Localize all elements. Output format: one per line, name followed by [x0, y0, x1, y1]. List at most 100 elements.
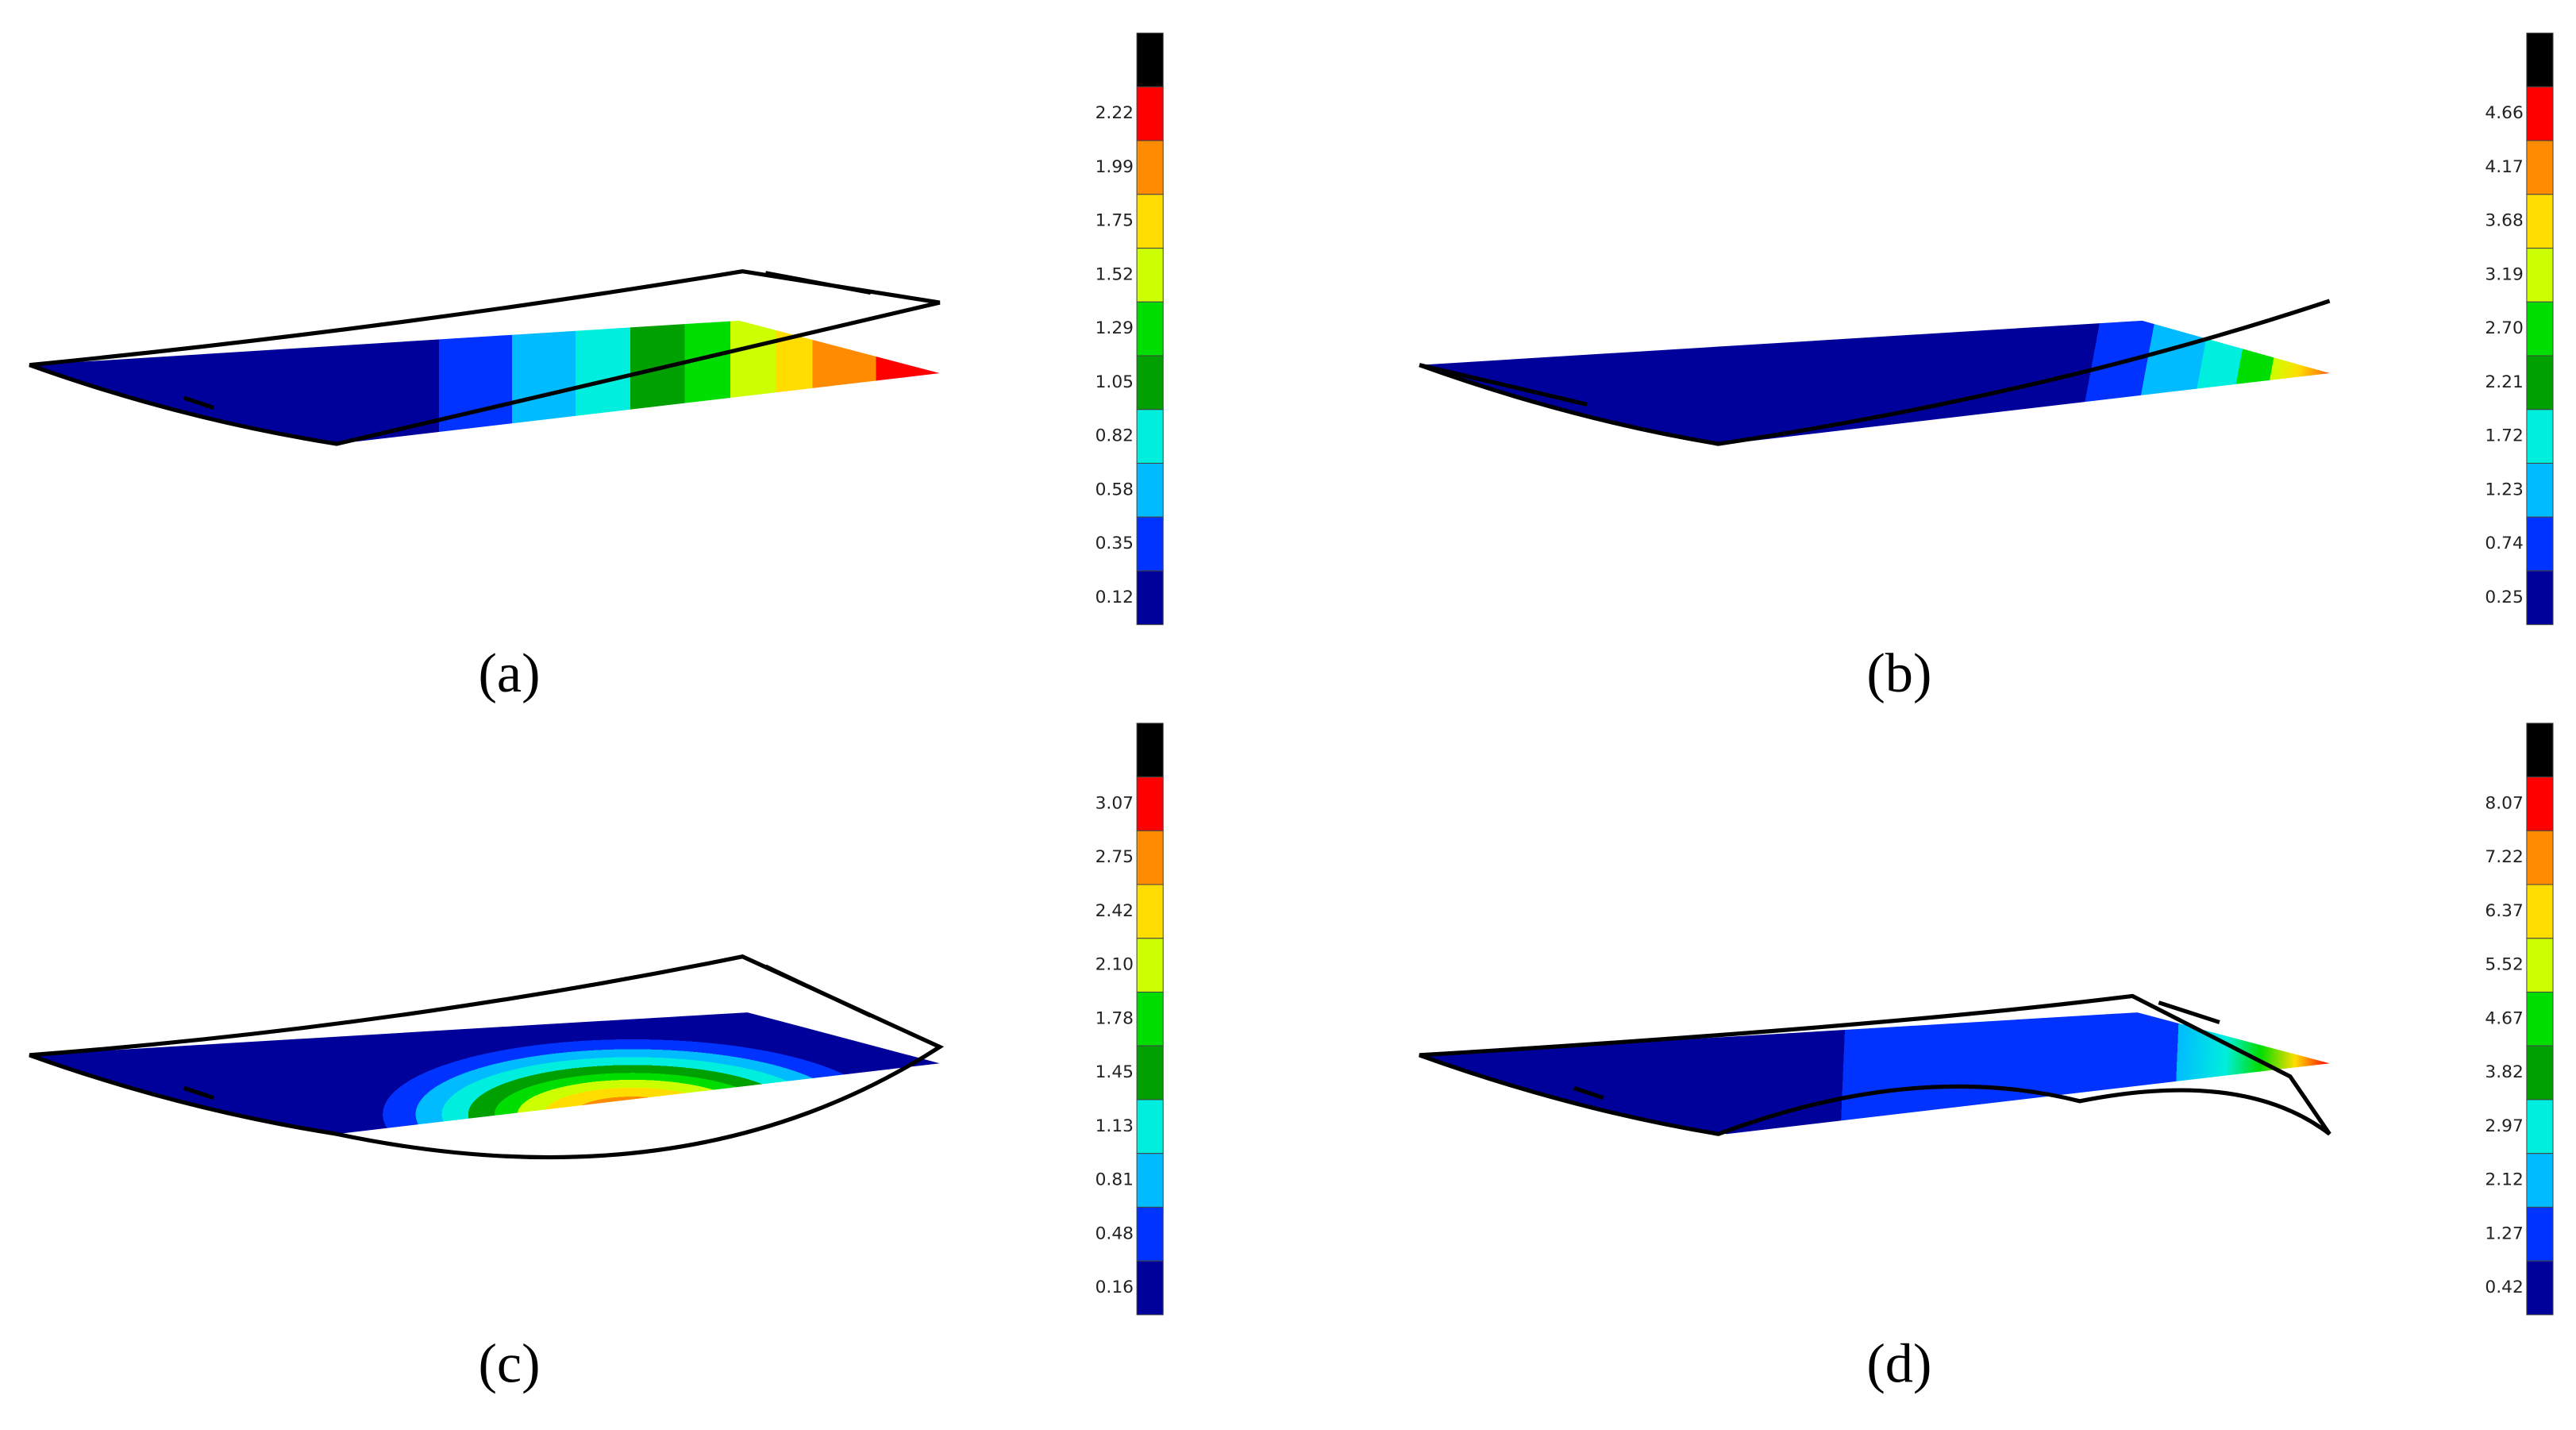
- colorbar-cell: [1136, 830, 1164, 885]
- undeformed-outline: [1419, 993, 2331, 1136]
- colorbar-cell: [2526, 1045, 2554, 1100]
- colorbar-label: 2.70: [2485, 318, 2523, 338]
- colorbar-cell: [2526, 991, 2554, 1046]
- colorbar-label: 2.10: [1095, 955, 1134, 975]
- colorbar-cell: [1136, 33, 1164, 87]
- colorbar-label: 0.82: [1095, 426, 1134, 446]
- colorbar-label: 3.68: [2485, 211, 2523, 231]
- colorbar-label: 1.75: [1095, 211, 1134, 231]
- colorbar-cell: [2526, 1260, 2554, 1316]
- undeformed-outline: [1419, 363, 1588, 407]
- colorbar-label: 2.22: [1095, 103, 1134, 123]
- colorbar-label: 1.72: [2485, 426, 2523, 446]
- colorbar-cell: [1136, 86, 1164, 141]
- colorbar-label: 1.29: [1095, 318, 1134, 338]
- wing-b: [1419, 299, 2331, 446]
- colorbar-label: 1.45: [1095, 1062, 1134, 1082]
- colorbar-cell: [2526, 140, 2554, 195]
- colorbar-label: 0.42: [2485, 1278, 2523, 1297]
- colorbar-label: 2.21: [2485, 372, 2523, 392]
- colorbar-label: 0.16: [1095, 1278, 1134, 1297]
- colorbar-cell: [2526, 1153, 2554, 1208]
- colorbar-cell: [1136, 723, 1164, 778]
- colorbar-cell: [1136, 462, 1164, 518]
- colorbar-cell: [1136, 938, 1164, 993]
- colorbar-cell: [2526, 194, 2554, 249]
- colorbar-cell: [1136, 570, 1164, 626]
- undeformed-outline: [29, 269, 941, 446]
- colorbar-label: 4.66: [2485, 103, 2523, 123]
- colorbar-cell: [1136, 516, 1164, 572]
- colorbar-cell: [2526, 86, 2554, 141]
- deformed-surface: [29, 1012, 940, 1135]
- panel-label: (a): [479, 642, 541, 704]
- colorbar-label: 1.05: [1095, 372, 1134, 392]
- colorbar-cell: [2526, 777, 2554, 831]
- panel-label: (d): [1866, 1332, 1931, 1394]
- colorbar-cell: [1136, 1153, 1164, 1208]
- wing-a: [29, 269, 941, 446]
- colorbar-label: 1.27: [2485, 1224, 2523, 1243]
- deformed-surface: [29, 320, 940, 445]
- colorbar-label: 1.23: [2485, 480, 2523, 499]
- colorbar-label: 2.75: [1095, 847, 1134, 867]
- colorbar-label: 0.35: [1095, 534, 1134, 553]
- colorbar-cell: [1136, 1206, 1164, 1262]
- colorbar-label: 1.99: [1095, 157, 1134, 177]
- colorbar-cell: [1136, 1099, 1164, 1154]
- colorbar-cell: [2526, 409, 2554, 464]
- colorbar-label: 2.97: [2485, 1116, 2523, 1136]
- colorbar-label: 1.52: [1095, 264, 1134, 284]
- colorbar-label: 0.81: [1095, 1170, 1134, 1190]
- colorbar-label: 2.42: [1095, 901, 1134, 921]
- colorbar-cell: [2526, 884, 2554, 939]
- colorbar-cell: [1136, 355, 1164, 410]
- colorbar-label: 1.13: [1095, 1116, 1134, 1136]
- colorbar-label: 6.37: [2485, 901, 2523, 921]
- wing-c: [29, 954, 945, 1160]
- colorbar-cell: [1136, 991, 1164, 1046]
- colorbar-cell: [1136, 1260, 1164, 1316]
- colorbar-cell: [1136, 248, 1164, 303]
- colorbar-cell: [2526, 33, 2554, 87]
- colorbar-label: 0.48: [1095, 1224, 1134, 1243]
- colorbar-cell: [2526, 516, 2554, 572]
- colorbar-label: 0.58: [1095, 480, 1134, 499]
- undeformed-outline: [29, 954, 945, 1160]
- colorbar-label: 4.67: [2485, 1008, 2523, 1028]
- colorbar-label: 2.12: [2485, 1170, 2523, 1190]
- colorbar-label: 1.78: [1095, 1008, 1134, 1028]
- undeformed-outline: [1419, 299, 2331, 446]
- deformed-surface: [1419, 1012, 2330, 1135]
- colorbar-cell: [1136, 194, 1164, 249]
- colorbar-cell: [2526, 570, 2554, 626]
- colorbar-label: 3.07: [1095, 793, 1134, 813]
- colorbar-cell: [2526, 355, 2554, 410]
- colorbar-label: 3.82: [2485, 1062, 2523, 1082]
- colorbar-label: 0.74: [2485, 534, 2523, 553]
- colorbar-label: 7.22: [2485, 847, 2523, 867]
- colorbar-cell: [1136, 301, 1164, 357]
- colorbar-cell: [1136, 409, 1164, 464]
- colorbar-label: 5.52: [2485, 955, 2523, 975]
- colorbar-label: 8.07: [2485, 793, 2523, 813]
- colorbar-cell: [1136, 140, 1164, 195]
- colorbar-cell: [2526, 301, 2554, 357]
- colorbar-label: 0.12: [1095, 588, 1134, 607]
- colorbar-cell: [2526, 830, 2554, 885]
- panel-label: (b): [1866, 642, 1931, 704]
- colorbar-label: 0.25: [2485, 588, 2523, 607]
- colorbar-cell: [2526, 248, 2554, 303]
- wing-d: [1419, 993, 2331, 1136]
- colorbar-label: 3.19: [2485, 264, 2523, 284]
- colorbar-cell: [1136, 1045, 1164, 1100]
- colorbar-cell: [2526, 462, 2554, 518]
- colorbar-cell: [2526, 1099, 2554, 1154]
- colorbar-cell: [1136, 884, 1164, 939]
- colorbar-label: 4.17: [2485, 157, 2523, 177]
- colorbar-cell: [2526, 938, 2554, 993]
- colorbar-cell: [2526, 723, 2554, 778]
- deformed-surface: [1419, 320, 2330, 445]
